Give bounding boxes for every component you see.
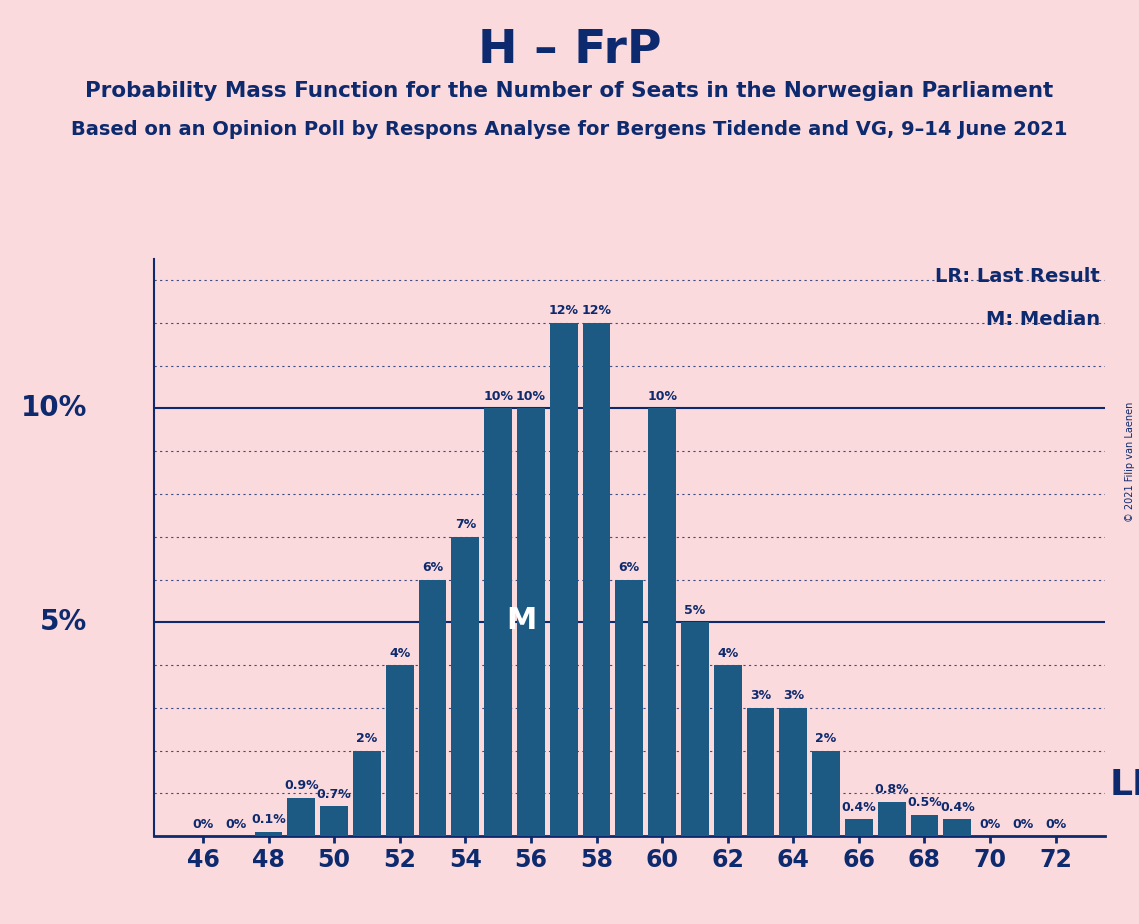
- Text: M: Median: M: Median: [986, 310, 1100, 329]
- Text: 0.4%: 0.4%: [842, 800, 876, 813]
- Text: 2%: 2%: [357, 732, 377, 745]
- Text: 0.7%: 0.7%: [317, 788, 352, 801]
- Text: 10%: 10%: [21, 395, 88, 422]
- Text: 0.5%: 0.5%: [907, 796, 942, 809]
- Text: LR: LR: [1109, 768, 1139, 802]
- Bar: [386, 665, 413, 836]
- Bar: [910, 815, 939, 836]
- Text: M: M: [506, 606, 536, 635]
- Text: 10%: 10%: [516, 390, 546, 403]
- Text: 0%: 0%: [980, 818, 1001, 831]
- Bar: [648, 408, 677, 836]
- Text: 12%: 12%: [549, 304, 579, 317]
- Text: 0.8%: 0.8%: [875, 784, 909, 796]
- Text: 10%: 10%: [647, 390, 677, 403]
- Bar: [681, 623, 708, 836]
- Bar: [943, 819, 972, 836]
- Text: Probability Mass Function for the Number of Seats in the Norwegian Parliament: Probability Mass Function for the Number…: [85, 81, 1054, 102]
- Text: 3%: 3%: [749, 689, 771, 702]
- Text: 5%: 5%: [40, 608, 88, 637]
- Bar: [419, 579, 446, 836]
- Bar: [287, 797, 316, 836]
- Text: 0.4%: 0.4%: [940, 800, 975, 813]
- Text: © 2021 Filip van Laenen: © 2021 Filip van Laenen: [1125, 402, 1134, 522]
- Text: 0%: 0%: [226, 818, 246, 831]
- Bar: [812, 750, 839, 836]
- Bar: [517, 408, 544, 836]
- Text: H – FrP: H – FrP: [477, 28, 662, 73]
- Text: 0.9%: 0.9%: [284, 779, 319, 792]
- Text: 6%: 6%: [421, 561, 443, 574]
- Bar: [615, 579, 644, 836]
- Bar: [320, 807, 349, 836]
- Text: 0%: 0%: [1044, 818, 1066, 831]
- Text: 2%: 2%: [816, 732, 837, 745]
- Bar: [484, 408, 513, 836]
- Bar: [746, 708, 775, 836]
- Text: LR: Last Result: LR: Last Result: [935, 267, 1100, 286]
- Text: 6%: 6%: [618, 561, 640, 574]
- Text: 0%: 0%: [192, 818, 214, 831]
- Bar: [878, 802, 906, 836]
- Text: Based on an Opinion Poll by Respons Analyse for Bergens Tidende and VG, 9–14 Jun: Based on an Opinion Poll by Respons Anal…: [72, 120, 1067, 140]
- Text: 4%: 4%: [718, 647, 738, 660]
- Bar: [353, 750, 380, 836]
- Bar: [582, 322, 611, 836]
- Text: 0%: 0%: [1013, 818, 1033, 831]
- Bar: [845, 819, 872, 836]
- Text: 10%: 10%: [483, 390, 513, 403]
- Bar: [255, 832, 282, 836]
- Text: 4%: 4%: [390, 647, 410, 660]
- Text: 0.1%: 0.1%: [252, 813, 286, 826]
- Text: 7%: 7%: [454, 518, 476, 531]
- Bar: [779, 708, 808, 836]
- Text: 5%: 5%: [685, 603, 705, 617]
- Text: 3%: 3%: [782, 689, 804, 702]
- Bar: [550, 322, 577, 836]
- Bar: [714, 665, 741, 836]
- Text: 12%: 12%: [582, 304, 612, 317]
- Bar: [451, 537, 480, 836]
